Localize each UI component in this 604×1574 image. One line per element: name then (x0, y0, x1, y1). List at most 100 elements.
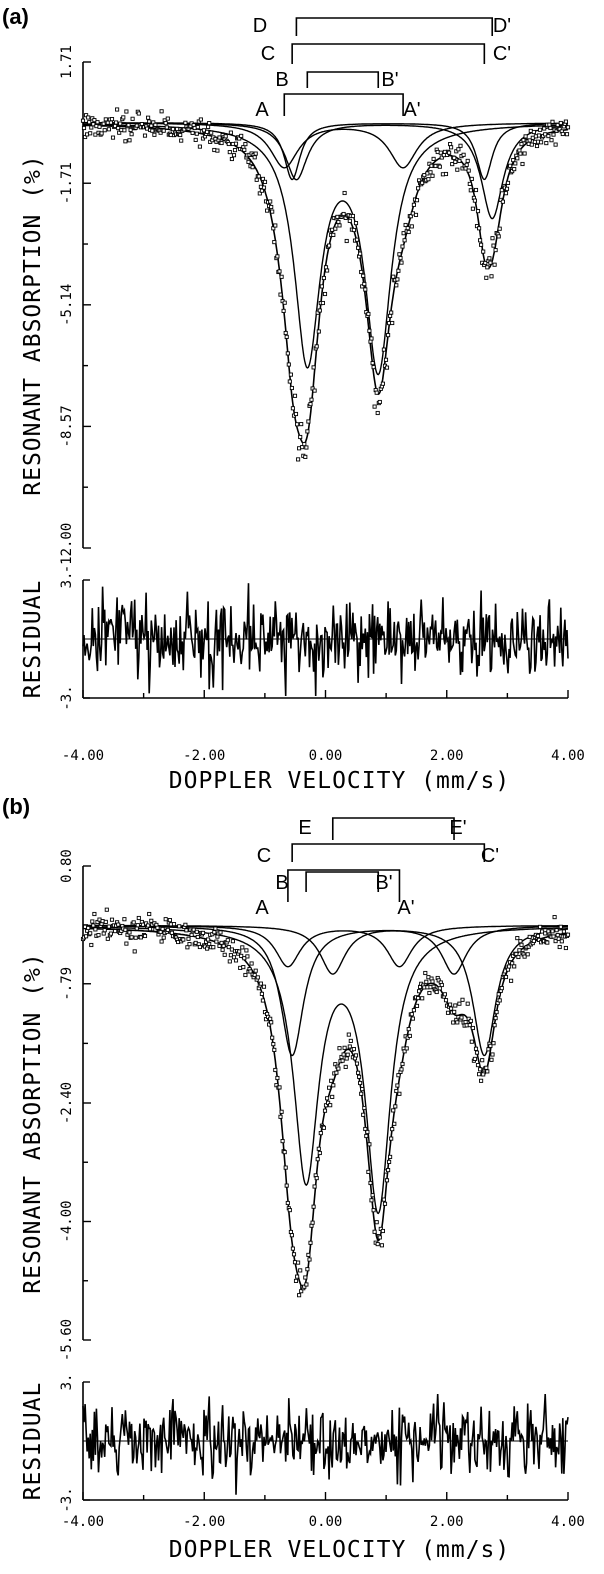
residual-panel: 3. -3. RESIDUAL -4.00 -2.00 0.00 2.00 4.00 DOPPL… (20, 572, 585, 794)
data-point (512, 964, 517, 969)
data-point (396, 1073, 401, 1078)
data-point (317, 308, 322, 313)
data-point (404, 1046, 409, 1051)
doublet-label-right: D' (493, 15, 511, 37)
data-point (331, 1083, 336, 1088)
data-point (394, 1088, 399, 1094)
data-point (248, 969, 253, 974)
data-point (390, 1127, 395, 1132)
data-point (302, 442, 307, 447)
data-point (358, 1080, 363, 1086)
data-point (361, 1112, 366, 1117)
data-point (474, 224, 480, 229)
data-point (538, 924, 543, 929)
data-point (219, 140, 224, 146)
doublet-label-left: A (255, 897, 269, 919)
data-point (336, 1066, 341, 1071)
data-point (161, 128, 166, 133)
data-point (233, 958, 239, 963)
data-point (138, 935, 143, 940)
data-point (408, 214, 413, 219)
data-point (416, 996, 421, 1001)
data-point (360, 1087, 365, 1092)
data-point (447, 150, 452, 155)
data-point (503, 191, 509, 196)
data-point (278, 1114, 283, 1119)
data-point (337, 223, 342, 228)
data-point (434, 989, 439, 995)
data-point (191, 927, 196, 932)
data-point (356, 245, 361, 250)
data-point (341, 1052, 346, 1057)
data-point (381, 347, 386, 352)
data-point (542, 126, 547, 131)
data-point (400, 244, 405, 249)
data-point (448, 142, 453, 147)
data-point (354, 1061, 360, 1066)
data-point (275, 1075, 280, 1081)
doublet-label-left: B (275, 872, 288, 894)
data-point (523, 134, 528, 139)
data-point (99, 131, 104, 136)
data-point (317, 1150, 322, 1156)
data-point (517, 948, 522, 953)
data-point (353, 221, 359, 226)
data-point (327, 1085, 332, 1090)
data-point (368, 1180, 373, 1186)
data-point (430, 979, 435, 984)
data-point (106, 127, 111, 132)
data-point (410, 1016, 415, 1021)
component-E-curve (83, 924, 568, 975)
data-point (252, 972, 257, 978)
data-point (160, 926, 165, 932)
doublet-label-left: E (298, 817, 311, 839)
data-point (450, 162, 455, 167)
data-point (296, 1260, 301, 1265)
data-point (212, 930, 217, 935)
data-point (381, 1197, 386, 1202)
data-point (226, 945, 231, 950)
data-point (106, 924, 111, 929)
x-axis-label: DOPPLER VELOCITY (mm/s) (169, 768, 511, 794)
data-point (527, 934, 532, 939)
data-point (427, 990, 432, 996)
data-point (519, 942, 524, 947)
data-point (531, 129, 536, 135)
data-point (124, 109, 129, 114)
data-point (243, 142, 248, 147)
data-point (500, 199, 505, 204)
data-point (92, 118, 97, 123)
data-point (508, 163, 513, 168)
data-point (233, 141, 239, 146)
data-point (271, 1042, 276, 1047)
data-point (375, 410, 380, 416)
data-point (558, 120, 563, 126)
data-point (469, 176, 474, 181)
data-point (492, 262, 497, 267)
data-point (329, 1078, 334, 1083)
data-point (438, 150, 443, 155)
data-point (358, 251, 363, 256)
data-point (187, 942, 192, 947)
data-point (487, 256, 492, 261)
data-point (257, 191, 262, 196)
data-point (283, 330, 288, 336)
data-point (375, 1242, 380, 1247)
data-point (369, 336, 374, 341)
residual-axis-label: RESIDUAL (20, 1382, 46, 1501)
data-point (171, 922, 177, 927)
data-point (409, 224, 414, 229)
data-point (185, 945, 190, 950)
data-point (289, 385, 294, 391)
data-point (511, 158, 516, 163)
data-point (453, 1003, 458, 1008)
data-point (206, 937, 211, 942)
data-point (394, 283, 399, 288)
data-point (488, 260, 493, 265)
data-point (366, 1169, 371, 1174)
data-point (535, 933, 541, 938)
data-point (110, 135, 116, 140)
data-point (409, 1012, 414, 1017)
data-point (205, 946, 210, 951)
panel-label: (a) (2, 4, 29, 29)
